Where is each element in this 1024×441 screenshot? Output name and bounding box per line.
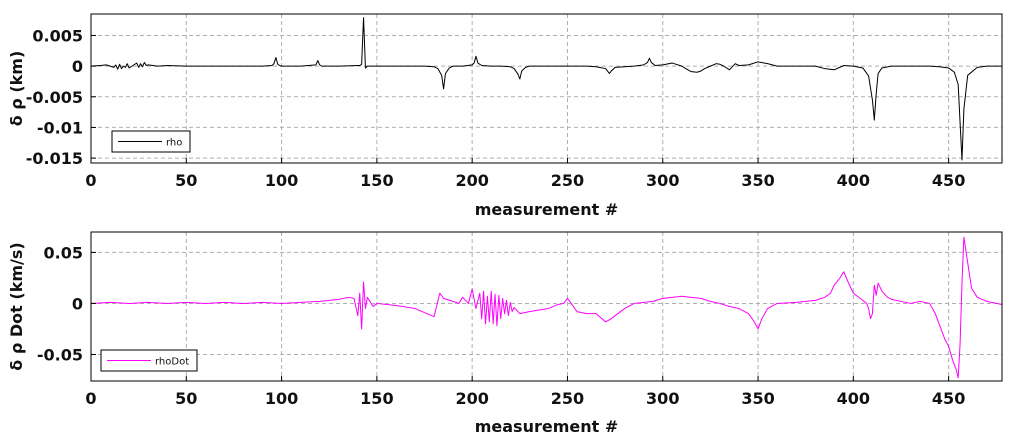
series-line-rhoDot: [90, 236, 1003, 379]
plot-frame: [90, 13, 1003, 164]
plot-area: [91, 232, 1002, 381]
x-tick-label: 350: [741, 171, 774, 190]
x-tick-label: 100: [265, 171, 298, 190]
y-tick-label: 0.005: [32, 26, 83, 45]
x-tick-label: 0: [85, 389, 96, 408]
x-tick-label: 400: [837, 389, 870, 408]
x-tick-label: 150: [360, 171, 393, 190]
x-tick-label: 200: [455, 389, 488, 408]
x-tick-label: 350: [741, 389, 774, 408]
legend: rhoDot: [100, 349, 198, 372]
x-tick-label: 100: [265, 389, 298, 408]
x-tick-label: 300: [646, 389, 679, 408]
x-tick-label: 250: [551, 389, 584, 408]
y-tick-label: 0: [72, 294, 83, 313]
legend-label: rhoDot: [155, 357, 189, 368]
y-axis-label: δ ρ Dot (km/s): [7, 242, 26, 370]
x-tick-label: 450: [932, 171, 965, 190]
legend: rho: [111, 130, 191, 153]
y-tick-label: 0.05: [44, 243, 83, 262]
x-tick-label: 450: [932, 389, 965, 408]
rho-panel: 0 50 100 150 200 250 300 350 400 450 0.005 0 -0.005 -…: [7, 13, 1003, 219]
x-tick-label: 50: [175, 171, 197, 190]
x-axis-label: measurement #: [475, 417, 619, 436]
y-axis-label: δ ρ (km): [7, 51, 26, 127]
series-line-rho: [90, 17, 1002, 161]
x-tick-label: 150: [360, 389, 393, 408]
y-tick-label: 0: [72, 57, 83, 76]
y-tick-label: -0.015: [26, 149, 83, 168]
x-tick-label: 300: [646, 171, 679, 190]
y-tick-label: -0.01: [37, 118, 83, 137]
plot-area: [91, 14, 1002, 163]
y-tick-label: -0.05: [37, 345, 83, 364]
x-axis-label: measurement #: [475, 200, 619, 219]
legend-label: rho: [166, 138, 182, 149]
y-tick-label: -0.005: [26, 88, 83, 107]
x-tick-label: 400: [837, 171, 870, 190]
plot-frame: [90, 231, 1003, 382]
x-tick-label: 50: [175, 389, 197, 408]
x-tick-label: 0: [85, 171, 96, 190]
x-tick-label: 200: [455, 171, 488, 190]
x-tick-label: 250: [551, 171, 584, 190]
rhodot-panel: 0 50 100 150 200 250 300 350 400 450 0.05 0 -0.05 mea…: [7, 231, 1003, 436]
